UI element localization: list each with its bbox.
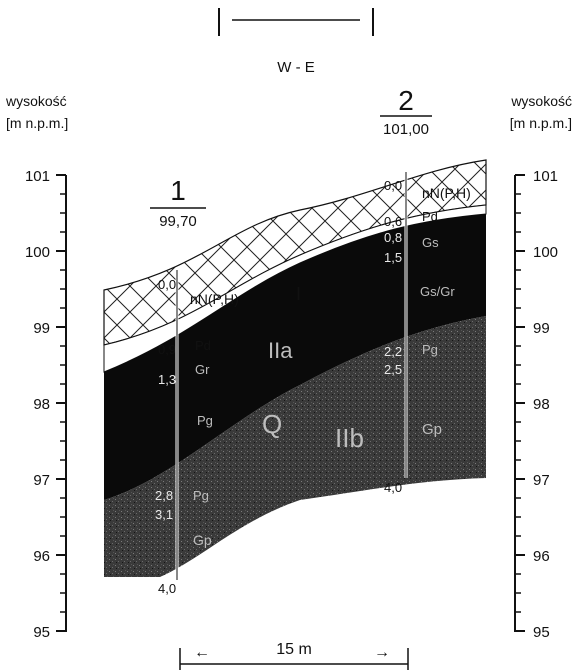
bh2-layer-2: Gs	[422, 235, 439, 250]
bh2-depth-4: 2,2	[384, 344, 402, 359]
right-elevation-axis: 101 100 99 98 97 96 95	[514, 168, 558, 641]
horizontal-scale: ← → 15 m	[179, 641, 409, 670]
scale-label: 15 m	[276, 641, 312, 658]
bh2-depth-2: 0,8	[384, 230, 402, 245]
borehole-1: 1 99,70	[150, 175, 206, 580]
right-axis-title-line1: wysokość	[510, 93, 572, 109]
right-axis-tick-label: 96	[533, 548, 550, 565]
unit-label-fill: I	[296, 284, 301, 304]
bh1-depth-0: 0,0	[158, 277, 176, 292]
bh2-layer-1: Pd	[422, 209, 438, 224]
bh1-depth-2: 1,3	[158, 372, 176, 387]
left-elevation-axis: 101 100 99 98 97 96 95	[25, 168, 67, 641]
bh2-layer-4: Pg	[422, 342, 438, 357]
bh1-layer-1: Pd	[195, 338, 211, 353]
bh2-layer-3: Gs/Gr	[420, 284, 455, 299]
bh2-depth-1: 0,6	[384, 214, 402, 229]
bh1-depth-4: 3,1	[155, 507, 173, 522]
right-axis-tick-label: 99	[533, 320, 550, 337]
bh1-layer-2: Gr	[195, 362, 210, 377]
borehole-2-number: 2	[398, 85, 414, 116]
bh1-depth-3: 2,8	[155, 488, 173, 503]
scale-arrow-right-icon: →	[374, 644, 390, 661]
bh2-layer-5: Gp	[422, 421, 442, 438]
orientation-label: W - E	[277, 59, 315, 76]
orientation-marker: W - E	[218, 8, 374, 76]
borehole-2: 2 101,00	[380, 85, 432, 478]
layer-sandy	[104, 316, 486, 577]
bh1-depth-5: 4,0	[158, 581, 176, 596]
bh2-depth-6: 4,0	[384, 480, 402, 495]
bh1-layer-3: Pg	[197, 413, 213, 428]
borehole-2-elevation: 101,00	[383, 121, 429, 138]
bh1-layer-4: Pg	[193, 488, 209, 503]
right-axis-tick-label: 95	[533, 624, 550, 641]
left-axis-title-line1: wysokość	[5, 93, 67, 109]
left-axis-tick-label: 97	[33, 472, 50, 489]
bh2-depth-5: 2,5	[384, 362, 402, 377]
soil-layers	[103, 159, 487, 577]
unit-symbol: Q	[262, 409, 282, 439]
left-axis-tick-label: 101	[25, 168, 50, 185]
bh1-layer-0: nN(P,H)	[190, 291, 239, 307]
left-axis-title-line2: [m n.p.m.]	[6, 115, 68, 131]
left-axis-tick-label: 100	[25, 244, 50, 261]
borehole-1-elevation: 99,70	[159, 213, 197, 230]
right-axis-title-line2: [m n.p.m.]	[510, 115, 572, 131]
bh2-layer-0: nN(P,H)	[422, 185, 471, 201]
bh2-depth-0: 0,0	[384, 178, 402, 193]
borehole-1-number: 1	[170, 175, 186, 206]
right-axis-tick-label: 97	[533, 472, 550, 489]
right-axis-tick-label: 100	[533, 244, 558, 261]
right-axis-tick-label: 98	[533, 396, 550, 413]
left-axis-tick-label: 95	[33, 624, 50, 641]
bh1-depth-1: 0,9	[158, 342, 176, 357]
left-axis-tick-label: 96	[33, 548, 50, 565]
left-axis-tick-label: 99	[33, 320, 50, 337]
right-axis-tick-label: 101	[533, 168, 558, 185]
scale-arrow-left-icon: ←	[194, 644, 210, 661]
unit-label-upper-dark: IIa	[268, 338, 293, 363]
layer-dark-clay	[104, 214, 486, 500]
left-axis-tick-label: 98	[33, 396, 50, 413]
bh2-depth-3: 1,5	[384, 250, 402, 265]
unit-label-lower-dark: IIb	[335, 423, 364, 453]
bh1-layer-5: Gp	[193, 532, 212, 548]
